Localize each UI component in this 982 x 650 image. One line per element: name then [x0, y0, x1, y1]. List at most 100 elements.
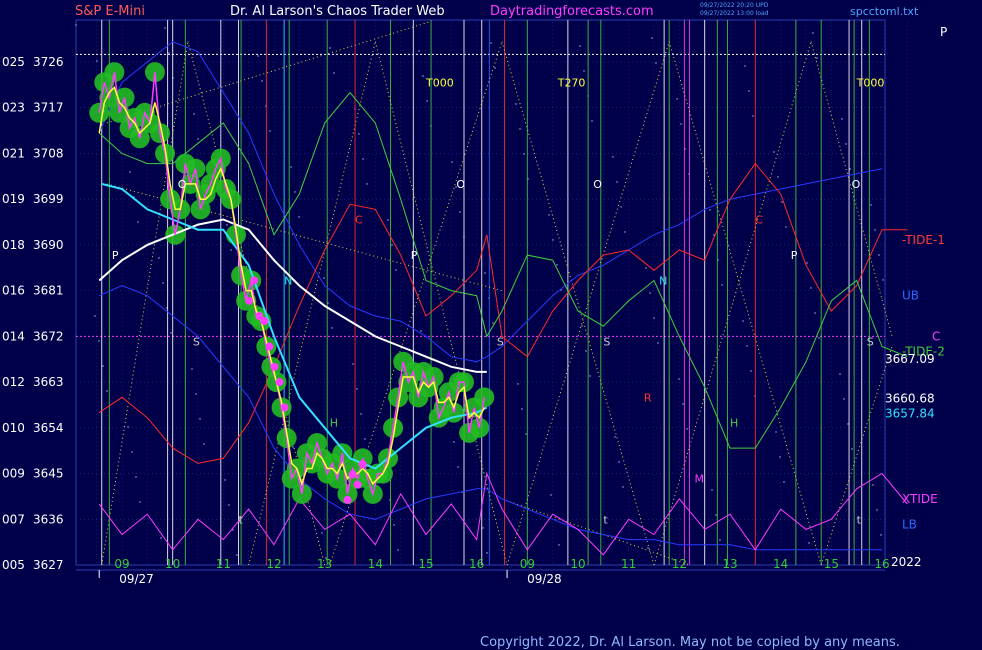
- grid-dot: [94, 315, 96, 317]
- grid-dot: [387, 219, 389, 221]
- grid-dot: [676, 98, 678, 100]
- grid-dot: [515, 103, 517, 105]
- grid-dot: [657, 342, 659, 344]
- axis-ticks: 025 3726 023 3717 021 3708 019 3699 018 3690 016 36…: [2, 55, 922, 586]
- grid-dot: [269, 130, 271, 132]
- y-prefix-label: 005: [2, 558, 25, 572]
- grid-dot: [591, 120, 593, 122]
- grid-dot: [721, 284, 723, 286]
- grid-dot: [548, 214, 550, 216]
- grid-dot: [160, 537, 162, 539]
- planet-marker: t: [239, 513, 244, 526]
- grid-dot: [812, 32, 814, 34]
- planet-marker: O: [852, 178, 861, 191]
- grid-dot: [519, 128, 521, 130]
- legend-label: XTIDE: [902, 492, 938, 506]
- grid-dot: [583, 70, 585, 72]
- grid-dot: [486, 552, 488, 554]
- planet-marker: S: [867, 335, 874, 348]
- grid-dot: [393, 524, 395, 526]
- grid-dot: [841, 118, 843, 120]
- grid-dot: [191, 368, 193, 370]
- y-prefix-label: 025: [2, 55, 25, 69]
- chart-labels: T000 T270 T000 P O St N C H P O S O St N R M H C P O St -TIDE-…: [112, 76, 945, 531]
- site-url[interactable]: Daytradingforecasts.com: [490, 4, 654, 19]
- grid-dot: [752, 115, 754, 117]
- grid-dot: [168, 52, 170, 54]
- diagonal-line: [501, 41, 655, 566]
- grid-dot: [98, 340, 100, 342]
- y-prefix-label: 012: [2, 375, 25, 389]
- price-dot: [260, 317, 269, 326]
- y-price-label: 3654: [33, 421, 64, 435]
- grid-dot: [261, 80, 263, 82]
- price-fast-line: [98, 86, 485, 487]
- y-prefix-label: 007: [2, 512, 25, 526]
- grid-dot: [653, 317, 655, 319]
- grid-dot: [321, 532, 323, 534]
- planet-marker: N: [659, 274, 667, 287]
- grid-dot: [816, 57, 818, 59]
- y-prefix-label: 016: [2, 284, 25, 298]
- x-hour-label: 16: [469, 557, 484, 571]
- grid-dot: [649, 292, 651, 294]
- grid-dot: [127, 426, 129, 428]
- timestamp-upd: 09/27/2022 20:20 UPD: [700, 2, 769, 9]
- grid-dot: [742, 320, 744, 322]
- grid-dot: [492, 322, 494, 324]
- grid-dot: [426, 100, 428, 102]
- y-prefix-label: 009: [2, 467, 25, 481]
- grid-dot: [581, 325, 583, 327]
- x-hour-label: 13: [317, 557, 332, 571]
- grid-dot: [290, 166, 292, 168]
- legend-label: 3657.84: [885, 407, 935, 421]
- price-glow-point: [89, 102, 110, 123]
- grid-dot: [137, 221, 139, 223]
- grid-dot: [366, 183, 368, 185]
- grid-dot: [775, 431, 777, 433]
- grid-dot: [746, 345, 748, 347]
- grid-dot: [193, 113, 195, 115]
- grid-dot: [325, 557, 327, 559]
- grid-dot: [622, 486, 624, 488]
- copyright-notice: Copyright 2022, Dr. Al Larson. May not b…: [480, 635, 900, 650]
- planet-marker: O: [178, 178, 187, 191]
- panel-letter: P: [940, 25, 948, 39]
- diagonal-line: [248, 41, 376, 566]
- planet-marker: H: [730, 417, 738, 430]
- series-layer: [89, 41, 908, 556]
- grid-dot: [851, 448, 853, 450]
- grid-dot: [197, 138, 199, 140]
- grid-dot: [845, 143, 847, 145]
- x-hour-label: 10: [165, 557, 180, 571]
- grid-dot: [360, 413, 362, 415]
- x-hour-label: 09: [114, 557, 129, 571]
- legend-label: -TIDE-1: [902, 233, 945, 247]
- grid-dot: [224, 479, 226, 481]
- price-dot: [353, 480, 362, 489]
- grid-dot: [810, 287, 812, 289]
- x-hour-label: 13: [722, 557, 737, 571]
- diagonal-line: [668, 41, 822, 566]
- grid-dot: [624, 231, 626, 233]
- grid-dot: [655, 62, 657, 64]
- grid-dot: [422, 75, 424, 77]
- diagonal-line: [101, 41, 189, 566]
- upper-band-line: [98, 41, 883, 363]
- grid-dot: [556, 264, 558, 266]
- grid-dot: [457, 466, 459, 468]
- y-price-label: 3627: [33, 558, 64, 572]
- grid-dot: [358, 133, 360, 135]
- grid-dot: [199, 418, 201, 420]
- planet-marker: N: [284, 274, 292, 287]
- grid-dot: [298, 216, 300, 218]
- price-dot: [275, 378, 284, 387]
- lower-band-line: [98, 285, 882, 551]
- grid-dot: [719, 539, 721, 541]
- grid-dot: [552, 239, 554, 241]
- planet-marker: P: [791, 249, 798, 262]
- grid-dot: [75, 24, 77, 26]
- x-date-label: 09/28: [527, 572, 562, 586]
- y-price-label: 3645: [33, 467, 64, 481]
- grid-dot: [129, 171, 131, 173]
